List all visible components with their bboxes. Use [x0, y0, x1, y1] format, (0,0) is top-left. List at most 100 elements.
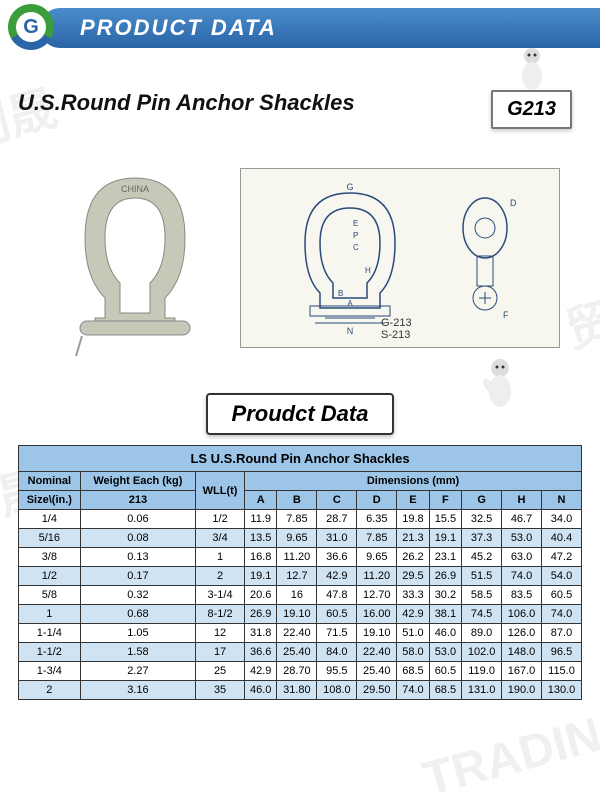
watermark: TRADING — [418, 698, 600, 807]
table-cell: 60.5 — [317, 605, 357, 624]
table-row: 1/20.17219.112.742.911.2029.526.951.574.… — [19, 567, 582, 586]
table-cell: 16.8 — [245, 548, 277, 567]
col-e: E — [397, 491, 429, 510]
table-cell: 17 — [196, 643, 245, 662]
table-cell: 0.06 — [80, 510, 195, 529]
col-wll: WLL(t) — [196, 472, 245, 510]
col-weight-sub: 213 — [80, 491, 195, 510]
table-cell: 130.0 — [542, 681, 582, 700]
table-cell: 2 — [196, 567, 245, 586]
svg-text:E: E — [353, 219, 358, 228]
col-h: H — [502, 491, 542, 510]
table-row: 5/160.083/413.59.6531.07.8521.319.137.35… — [19, 529, 582, 548]
table-cell: 26.9 — [429, 567, 461, 586]
table-cell: 37.3 — [462, 529, 502, 548]
table-cell: 51.0 — [397, 624, 429, 643]
table-cell: 190.0 — [502, 681, 542, 700]
table-cell: 33.3 — [397, 586, 429, 605]
banner-underline — [118, 48, 348, 50]
table-cell: 106.0 — [502, 605, 542, 624]
product-image-row: CHINA N A G E P C H B D — [18, 153, 582, 363]
table-cell: 25.40 — [277, 643, 317, 662]
table-cell: 2.27 — [80, 662, 195, 681]
table-cell: 23.1 — [429, 548, 461, 567]
table-cell: 19.8 — [397, 510, 429, 529]
diagram-label-2: S-213 — [381, 329, 410, 341]
table-cell: 30.2 — [429, 586, 461, 605]
mascot-icon-2 — [478, 357, 522, 411]
table-section-title: Proudct Data — [206, 393, 395, 435]
table-row: 1-3/42.272542.928.7095.525.4068.560.5119… — [19, 662, 582, 681]
table-cell: 13.5 — [245, 529, 277, 548]
table-cell: 74.5 — [462, 605, 502, 624]
specifications-table: LS U.S.Round Pin Anchor Shackles Nominal… — [18, 445, 582, 700]
banner-title: PRODUCT DATA — [80, 15, 277, 41]
table-cell: 60.5 — [429, 662, 461, 681]
table-cell: 7.85 — [357, 529, 397, 548]
col-n: N — [542, 491, 582, 510]
table-cell: 9.65 — [357, 548, 397, 567]
table-cell: 7.85 — [277, 510, 317, 529]
table-cell: 51.5 — [462, 567, 502, 586]
table-cell: 12.70 — [357, 586, 397, 605]
table-cell: 1.58 — [80, 643, 195, 662]
table-cell: 26.2 — [397, 548, 429, 567]
table-cell: 11.20 — [277, 548, 317, 567]
table-row: 10.688-1/226.919.1060.516.0042.938.174.5… — [19, 605, 582, 624]
svg-text:A: A — [347, 299, 353, 308]
table-cell: 32.5 — [462, 510, 502, 529]
table-cell: 0.08 — [80, 529, 195, 548]
table-row: 1/40.061/211.97.8528.76.3519.815.532.546… — [19, 510, 582, 529]
table-cell: 1-1/4 — [19, 624, 81, 643]
svg-text:B: B — [338, 289, 343, 298]
table-cell: 58.0 — [397, 643, 429, 662]
col-b: B — [277, 491, 317, 510]
svg-text:P: P — [353, 231, 358, 240]
table-cell: 108.0 — [317, 681, 357, 700]
table-cell: 89.0 — [462, 624, 502, 643]
table-cell: 26.9 — [245, 605, 277, 624]
table-cell: 148.0 — [502, 643, 542, 662]
table-cell: 1 — [196, 548, 245, 567]
model-sign-box: G213 — [491, 90, 572, 129]
svg-text:N: N — [347, 326, 354, 336]
table-cell: 19.10 — [277, 605, 317, 624]
table-cell: 42.9 — [397, 605, 429, 624]
table-cell: 11.9 — [245, 510, 277, 529]
table-cell: 0.17 — [80, 567, 195, 586]
table-cell: 5/8 — [19, 586, 81, 605]
table-cell: 46.0 — [429, 624, 461, 643]
svg-text:D: D — [510, 198, 517, 208]
col-d: D — [357, 491, 397, 510]
table-cell: 16.00 — [357, 605, 397, 624]
diagram-label-1: G-213 — [381, 317, 412, 329]
shackle-photo: CHINA — [40, 153, 230, 363]
table-cell: 53.0 — [429, 643, 461, 662]
table-cell: 74.0 — [397, 681, 429, 700]
col-f: F — [429, 491, 461, 510]
table-row: 5/80.323-1/420.61647.812.7033.330.258.58… — [19, 586, 582, 605]
table-cell: 68.5 — [429, 681, 461, 700]
table-cell: 0.32 — [80, 586, 195, 605]
table-cell: 20.6 — [245, 586, 277, 605]
col-dimensions: Dimensions (mm) — [245, 472, 582, 491]
table-cell: 42.9 — [245, 662, 277, 681]
table-cell: 115.0 — [542, 662, 582, 681]
table-cell: 19.10 — [357, 624, 397, 643]
table-cell: 1.05 — [80, 624, 195, 643]
table-cell: 3.16 — [80, 681, 195, 700]
svg-text:F: F — [503, 310, 509, 320]
table-cell: 28.70 — [277, 662, 317, 681]
table-cell: 22.40 — [277, 624, 317, 643]
table-cell: 15.5 — [429, 510, 461, 529]
table-cell: 5/16 — [19, 529, 81, 548]
table-cell: 31.8 — [245, 624, 277, 643]
table-cell: 29.5 — [397, 567, 429, 586]
table-cell: 34.0 — [542, 510, 582, 529]
col-c: C — [317, 491, 357, 510]
table-cell: 3-1/4 — [196, 586, 245, 605]
company-logo: G — [8, 4, 54, 50]
table-cell: 47.8 — [317, 586, 357, 605]
table-cell: 1 — [19, 605, 81, 624]
table-cell: 46.0 — [245, 681, 277, 700]
